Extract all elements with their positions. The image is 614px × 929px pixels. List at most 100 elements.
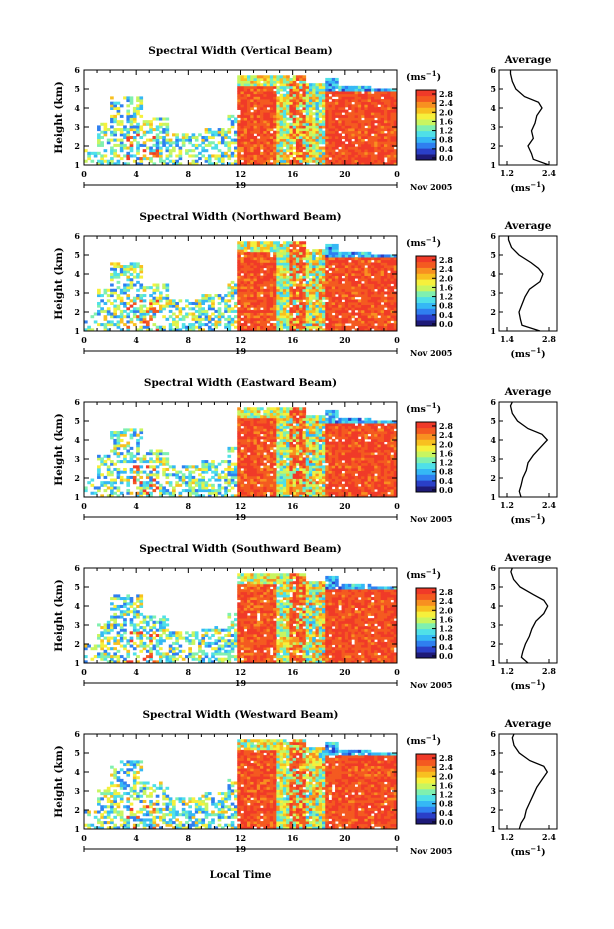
heatmap-cell xyxy=(367,286,372,290)
heatmap-cell xyxy=(295,304,300,308)
heatmap-cell xyxy=(299,286,303,290)
heatmap-cell xyxy=(338,262,342,266)
heatmap-cell xyxy=(136,104,140,108)
heatmap-cell xyxy=(129,475,134,479)
heatmap-cell xyxy=(299,251,303,255)
heatmap-cell xyxy=(136,99,140,103)
heatmap-cell xyxy=(188,325,192,329)
heatmap-cell xyxy=(103,309,108,313)
heatmap-cell xyxy=(253,280,258,284)
heatmap-cell xyxy=(308,291,313,295)
heatmap-cell xyxy=(243,265,248,269)
heatmap-cell xyxy=(318,96,323,100)
heatmap-cell xyxy=(308,114,313,118)
heatmap-cell xyxy=(119,315,124,319)
heatmap-cell xyxy=(357,133,362,137)
heatmap-cell xyxy=(220,138,225,142)
heatmap-cell xyxy=(292,85,297,89)
heatmap-cell xyxy=(322,117,326,121)
heatmap-cell xyxy=(282,312,287,316)
heatmap-cell xyxy=(299,138,303,142)
heatmap-cell xyxy=(191,159,196,163)
heatmap-cell xyxy=(263,109,267,113)
heatmap-cell xyxy=(364,104,369,108)
heatmap-cell xyxy=(266,138,271,142)
heatmap-cell xyxy=(266,452,271,456)
heatmap-cell xyxy=(282,249,287,253)
heatmap-cell xyxy=(367,141,372,145)
heatmap-cell xyxy=(139,283,144,287)
heatmap-cell xyxy=(113,431,117,435)
heatmap-cell xyxy=(123,286,127,290)
heatmap-cell xyxy=(116,106,121,110)
heatmap-cell xyxy=(387,112,391,116)
heatmap-cell xyxy=(315,162,320,166)
heatmap-cell xyxy=(240,294,245,298)
heatmap-cell xyxy=(123,162,127,166)
heatmap-cell xyxy=(361,109,365,113)
heatmap-cell xyxy=(383,270,388,274)
heatmap-cell xyxy=(325,80,329,84)
heatmap-cell xyxy=(289,109,294,113)
heatmap-cell xyxy=(305,151,310,155)
heatmap-cell xyxy=(247,431,251,435)
heatmap-cell xyxy=(247,151,251,155)
heatmap-cell xyxy=(139,265,144,269)
heatmap-cell xyxy=(103,454,108,458)
heatmap-cell xyxy=(188,162,192,166)
heatmap-cell xyxy=(243,328,248,332)
heatmap-cell xyxy=(370,143,375,147)
heatmap-cell xyxy=(233,462,238,466)
heatmap-cell xyxy=(113,467,117,472)
heatmap-cell xyxy=(247,449,251,453)
heatmap-cell xyxy=(145,122,150,126)
heatmap-cell xyxy=(100,294,104,298)
heatmap-cell xyxy=(233,154,238,158)
heatmap-cell xyxy=(299,262,303,266)
heatmap-cell xyxy=(357,104,362,108)
heatmap-cell xyxy=(227,135,232,140)
heatmap-cell xyxy=(295,101,300,105)
heatmap-cell xyxy=(136,307,140,311)
heatmap-cell xyxy=(269,114,274,118)
heatmap-cell xyxy=(260,328,264,332)
heatmap-cell xyxy=(335,83,339,87)
heatmap-cell xyxy=(390,278,395,282)
heatmap-cell xyxy=(253,431,258,435)
heatmap-cell xyxy=(263,135,267,140)
heatmap-cell xyxy=(364,157,369,161)
heatmap-cell xyxy=(266,75,271,79)
heatmap-cell xyxy=(276,307,281,311)
heatmap-cell xyxy=(100,462,104,466)
heatmap-cell xyxy=(344,283,349,287)
heatmap-cell xyxy=(338,307,342,311)
heatmap-cell xyxy=(344,114,349,118)
heatmap-cell xyxy=(328,243,333,247)
heatmap-cell xyxy=(100,494,104,498)
heatmap-cell xyxy=(344,278,349,282)
heatmap-cell xyxy=(194,138,199,142)
heatmap-cell xyxy=(250,294,254,298)
heatmap-cell xyxy=(230,446,235,450)
heatmap-cell xyxy=(263,483,267,487)
heatmap-cell xyxy=(224,486,228,490)
heatmap-cell xyxy=(322,146,326,150)
heatmap-cell xyxy=(383,312,388,316)
heatmap-cell xyxy=(305,315,310,319)
heatmap-cell xyxy=(269,436,274,440)
heatmap-cell xyxy=(253,241,258,245)
heatmap-cell xyxy=(308,109,313,113)
heatmap-cell xyxy=(292,265,297,269)
heatmap-cell xyxy=(393,307,398,311)
heatmap-cell xyxy=(348,251,352,255)
heatmap-cell xyxy=(305,265,310,269)
heatmap-cell xyxy=(155,283,160,287)
heatmap-cell xyxy=(116,475,121,479)
heatmap-cell xyxy=(106,309,111,313)
heatmap-cell xyxy=(308,272,313,276)
heatmap-cell xyxy=(390,128,395,132)
heatmap-cell xyxy=(260,83,264,87)
heatmap-cell xyxy=(302,99,307,103)
heatmap-cell xyxy=(273,254,277,258)
heatmap-cell xyxy=(240,449,245,453)
